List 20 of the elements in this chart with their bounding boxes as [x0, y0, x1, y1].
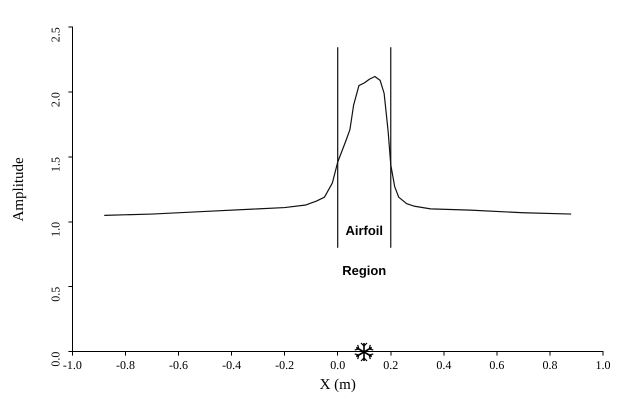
- x-tick-label: 1.0: [596, 358, 610, 372]
- annotation: Airfoil: [345, 223, 384, 238]
- x-tick-label: 0.0: [330, 358, 346, 372]
- x-tick-label: 0.2: [383, 358, 398, 372]
- y-tick-label: 2.0: [48, 92, 63, 108]
- x-tick-label: -0.8: [116, 358, 135, 372]
- x-tick-label: -0.6: [169, 358, 188, 372]
- x-tick-label: 0.6: [489, 358, 504, 372]
- x-axis-title: X (m): [320, 376, 356, 393]
- annotation: Region: [342, 263, 386, 278]
- x-tick-label: -0.2: [275, 358, 294, 372]
- y-tick-label: 1.5: [48, 156, 63, 172]
- x-tick-label: 0.4: [436, 358, 452, 372]
- y-tick-label: 1.0: [48, 222, 63, 237]
- x-tick-label: -0.4: [222, 358, 242, 372]
- x-tick-label: -1.0: [62, 358, 82, 372]
- y-tick-label: 0.5: [48, 286, 63, 302]
- y-tick-label: 2.5: [48, 27, 63, 42]
- y-axis-title: Amplitude: [10, 156, 27, 222]
- x-tick-label: 0.8: [542, 358, 558, 372]
